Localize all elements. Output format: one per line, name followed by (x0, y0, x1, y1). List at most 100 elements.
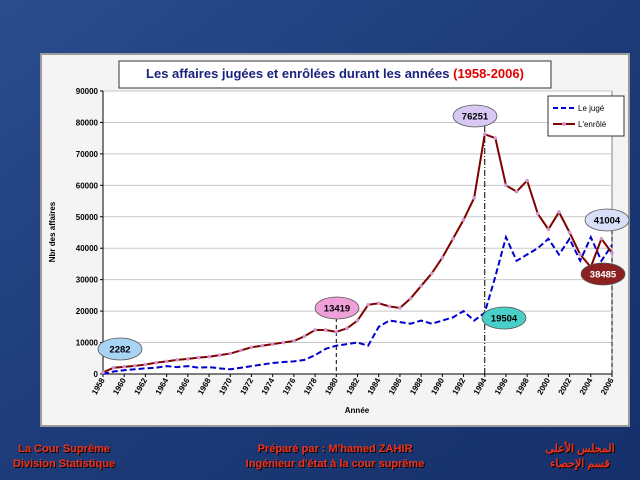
data-point (186, 357, 190, 361)
callout-bubble (584, 208, 630, 232)
data-point (420, 320, 422, 322)
data-point (323, 328, 328, 332)
chart-title: Les affaires jugées et enrôlées durant l… (146, 66, 524, 81)
data-point (535, 211, 540, 216)
y-tick-label: 80000 (76, 118, 99, 127)
data-point (219, 367, 221, 369)
data-point (367, 345, 369, 347)
y-axis-label: Nbr des affaires (48, 201, 57, 262)
data-point (292, 339, 296, 343)
data-point (505, 236, 507, 238)
data-point (240, 367, 242, 369)
data-point (250, 365, 252, 367)
data-point (557, 210, 561, 214)
data-point (272, 362, 274, 364)
data-point (482, 132, 487, 137)
data-point (313, 328, 317, 332)
data-point (208, 366, 210, 368)
data-point (366, 303, 370, 307)
data-point (461, 218, 466, 222)
data-point (451, 236, 455, 241)
callout-bubble (481, 306, 527, 330)
y-tick-label: 40000 (76, 244, 99, 253)
title-range: (1958-2006) (453, 66, 524, 81)
callout-label: 2282 (109, 345, 130, 356)
callout-bubble (580, 262, 626, 286)
y-tick-label: 20000 (76, 307, 99, 316)
data-point (473, 320, 475, 322)
callout-label: 76251 (462, 112, 489, 123)
data-point (101, 370, 105, 375)
data-point (346, 343, 348, 345)
data-point (429, 271, 434, 276)
plot-layer: 0 10000 20000 30000 40000 50000 60000 70000 8000… (76, 87, 630, 396)
footer-left-1: La Cour Suprême (18, 443, 110, 455)
callout-bubble (314, 296, 360, 320)
data-point (111, 365, 116, 370)
data-point (154, 360, 158, 365)
data-point (345, 326, 349, 331)
data-point (610, 251, 614, 255)
data-point (281, 340, 286, 345)
footer: La Cour Suprême Division Statistique Pré… (13, 441, 615, 471)
data-point (261, 364, 263, 366)
data-point (611, 244, 613, 246)
data-point (452, 316, 454, 318)
data-point (134, 368, 136, 370)
data-point (579, 260, 581, 262)
callout-label: 19504 (491, 314, 518, 325)
data-point (376, 301, 381, 306)
data-point (176, 366, 178, 368)
data-point (175, 358, 180, 362)
data-point (314, 354, 316, 356)
callout-label: 41004 (594, 216, 621, 227)
data-point (270, 342, 275, 346)
callout-bubble (452, 104, 498, 128)
y-tick-label: 70000 (76, 150, 99, 159)
data-point (514, 189, 519, 194)
data-point (537, 247, 539, 249)
data-point (239, 348, 243, 353)
series-line (102, 234, 613, 375)
data-point (229, 368, 231, 370)
plot-area (102, 90, 613, 375)
data-point (516, 260, 518, 262)
data-point (144, 367, 146, 369)
data-point (187, 365, 189, 367)
data-point (599, 236, 604, 241)
footer-center-2: Ingénieur d'état à la cour suprême (246, 458, 425, 470)
data-point (440, 255, 445, 260)
data-point (355, 318, 360, 323)
legend-marker (562, 122, 566, 126)
data-point (408, 296, 413, 301)
data-point (463, 310, 465, 312)
data-point (472, 196, 476, 200)
data-point (207, 354, 211, 359)
data-point (600, 260, 602, 262)
data-point (164, 359, 169, 364)
data-point (525, 178, 529, 183)
footer-right-1: المجلس الأعلى (545, 441, 614, 455)
data-point (155, 367, 157, 369)
callout-label: 38485 (590, 270, 617, 281)
data-point (504, 183, 508, 188)
footer-center-1: Préparé par : M'hamed ZAHIR (258, 443, 413, 455)
data-point (567, 230, 572, 235)
y-tick-label: 50000 (76, 213, 99, 222)
title-text: Les affaires jugées et enrôlées durant l… (146, 66, 449, 81)
data-point (378, 326, 380, 328)
data-point (143, 362, 148, 367)
data-point (526, 254, 528, 256)
y-tick-label: 0 (94, 370, 99, 379)
data-point (590, 236, 592, 238)
data-point (494, 276, 496, 278)
callout-label: 13419 (324, 304, 350, 315)
data-point (569, 238, 571, 240)
data-point (399, 321, 401, 323)
data-point (197, 367, 199, 369)
y-tick-label: 30000 (76, 276, 99, 285)
data-point (388, 320, 390, 322)
title-box (118, 60, 552, 89)
data-point (335, 345, 337, 347)
